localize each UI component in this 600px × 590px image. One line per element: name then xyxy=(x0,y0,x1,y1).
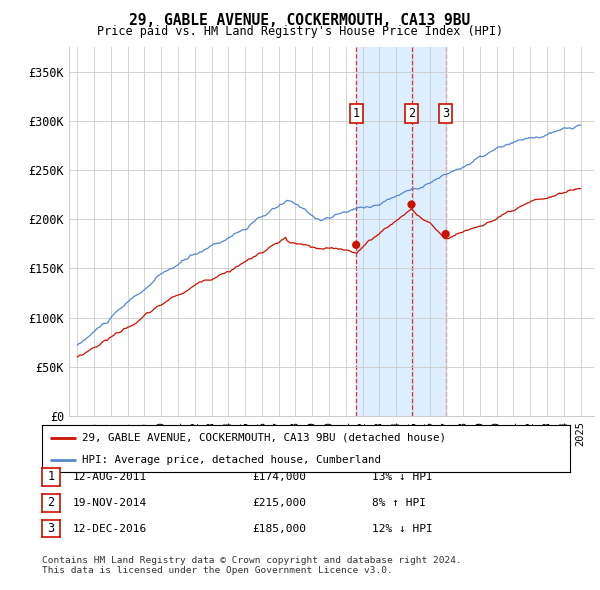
Text: 19-NOV-2014: 19-NOV-2014 xyxy=(73,498,148,507)
Text: 1: 1 xyxy=(47,470,55,483)
Text: £215,000: £215,000 xyxy=(252,498,306,507)
Text: Price paid vs. HM Land Registry's House Price Index (HPI): Price paid vs. HM Land Registry's House … xyxy=(97,25,503,38)
Text: 29, GABLE AVENUE, COCKERMOUTH, CA13 9BU: 29, GABLE AVENUE, COCKERMOUTH, CA13 9BU xyxy=(130,13,470,28)
Text: 12-DEC-2016: 12-DEC-2016 xyxy=(73,524,148,533)
Text: 29, GABLE AVENUE, COCKERMOUTH, CA13 9BU (detached house): 29, GABLE AVENUE, COCKERMOUTH, CA13 9BU … xyxy=(82,432,446,442)
Text: Contains HM Land Registry data © Crown copyright and database right 2024.
This d: Contains HM Land Registry data © Crown c… xyxy=(42,556,462,575)
Point xyxy=(352,240,361,250)
Text: £185,000: £185,000 xyxy=(252,524,306,533)
Bar xyxy=(356,47,446,416)
Point xyxy=(407,200,416,209)
Text: 3: 3 xyxy=(47,522,55,535)
Text: 8% ↑ HPI: 8% ↑ HPI xyxy=(372,498,426,507)
Text: 12% ↓ HPI: 12% ↓ HPI xyxy=(372,524,433,533)
Text: HPI: Average price, detached house, Cumberland: HPI: Average price, detached house, Cumb… xyxy=(82,455,380,465)
Text: 12-AUG-2011: 12-AUG-2011 xyxy=(73,472,148,481)
Text: 2: 2 xyxy=(47,496,55,509)
Text: 13% ↓ HPI: 13% ↓ HPI xyxy=(372,472,433,481)
Text: 2: 2 xyxy=(408,107,415,120)
Point xyxy=(441,230,451,239)
Text: 3: 3 xyxy=(442,107,449,120)
Text: 1: 1 xyxy=(353,107,360,120)
Text: £174,000: £174,000 xyxy=(252,472,306,481)
